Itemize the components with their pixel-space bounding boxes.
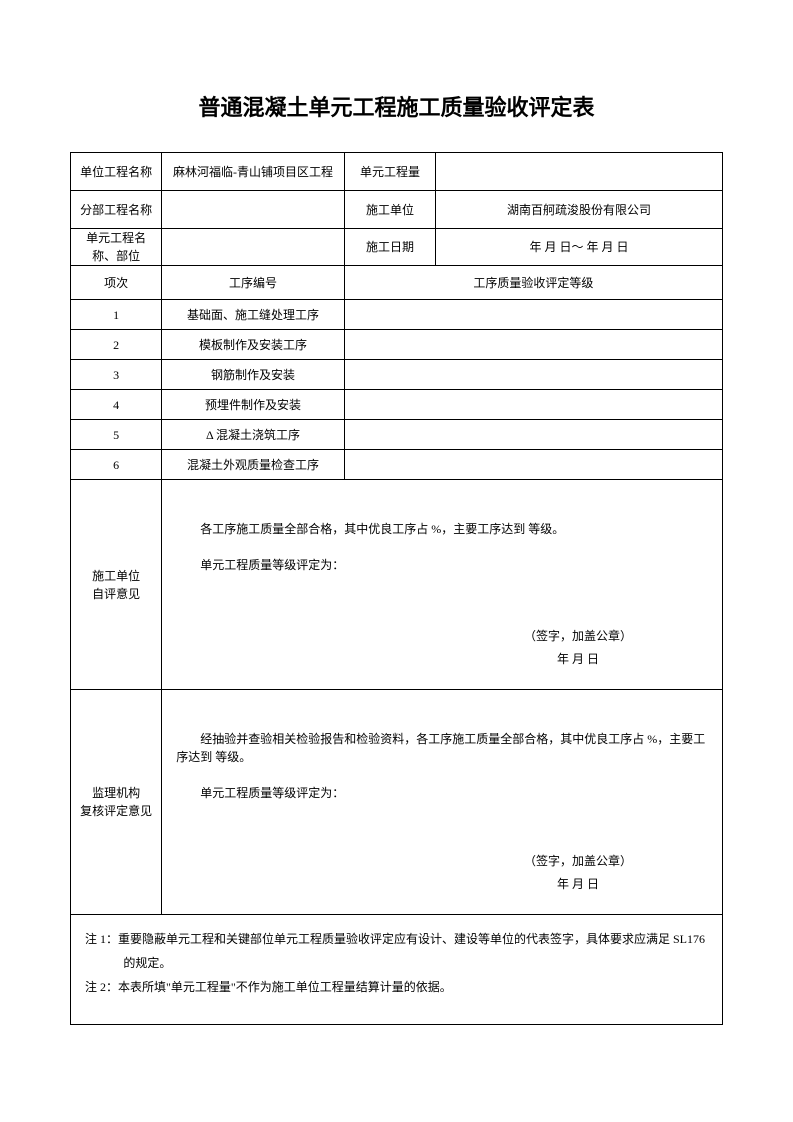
label-unit-name-pos: 单元工程名称、部位 [71,229,162,266]
value-unit-qty [436,153,723,191]
row-seq: 5 [71,420,162,450]
self-opinion-para2: 单元工程质量等级评定为： [176,556,708,574]
row-seq: 2 [71,330,162,360]
review-opinion-label: 监理机构 复核评定意见 [71,690,162,915]
row-name: 模板制作及安装工序 [162,330,345,360]
review-opinion-body: 经抽验并查验相关检验报告和检验资料，各工序施工质量全部合格，其中优良工序占 %，… [162,690,723,915]
review-opinion-sig-text: （签字，加盖公章） [524,854,632,868]
row-name: 基础面、施工缝处理工序 [162,300,345,330]
label-unit-project-name: 单位工程名称 [71,153,162,191]
value-construction-date: 年 月 日～ 年 月 日 [436,229,723,266]
value-unit-project-name: 麻林河福临-青山铺项目区工程 [162,153,345,191]
review-opinion-date: 年 月 日 [557,877,599,891]
note-1: 注 1：重要隐蔽单元工程和关键部位单元工程质量验收评定应有设计、建设等单位的代表… [85,927,708,975]
page-title: 普通混凝土单元工程施工质量验收评定表 [70,90,723,122]
note-2: 注 2：本表所填"单元工程量"不作为施工单位工程量结算计量的依据。 [85,975,708,999]
row-grade [344,360,722,390]
review-opinion-para2: 单元工程质量等级评定为： [176,784,708,802]
col-proc-grade: 工序质量验收评定等级 [344,266,722,300]
review-opinion-para1: 经抽验并查验相关检验报告和检验资料，各工序施工质量全部合格，其中优良工序占 %，… [176,730,708,766]
row-name: 混凝土外观质量检查工序 [162,450,345,480]
self-opinion-date: 年 月 日 [557,652,599,666]
row-name: 预埋件制作及安装 [162,390,345,420]
review-opinion-label-line1: 监理机构 [92,786,140,800]
self-opinion-para1: 各工序施工质量全部合格，其中优良工序占 %，主要工序达到 等级。 [176,520,708,538]
label-construction-unit: 施工单位 [344,191,435,229]
row-seq: 1 [71,300,162,330]
self-opinion-body: 各工序施工质量全部合格，其中优良工序占 %，主要工序达到 等级。 单元工程质量等… [162,480,723,690]
row-grade [344,450,722,480]
self-opinion-label-line2: 自评意见 [92,587,140,601]
value-sub-project-name [162,191,345,229]
form-table: 单位工程名称 麻林河福临-青山铺项目区工程 单元工程量 分部工程名称 施工单位 … [70,152,723,1025]
row-grade [344,330,722,360]
label-sub-project-name: 分部工程名称 [71,191,162,229]
self-opinion-label: 施工单位 自评意见 [71,480,162,690]
value-construction-unit: 湖南百舸疏浚股份有限公司 [436,191,723,229]
review-opinion-sig: （签字，加盖公章） 年 月 日 [524,850,632,896]
self-opinion-label-line1: 施工单位 [92,569,140,583]
col-proc-no: 工序编号 [162,266,345,300]
row-seq: 3 [71,360,162,390]
row-seq: 6 [71,450,162,480]
row-name: Δ 混凝土浇筑工序 [162,420,345,450]
row-grade [344,420,722,450]
review-opinion-label-line2: 复核评定意见 [80,804,152,818]
label-construction-date: 施工日期 [344,229,435,266]
row-grade [344,300,722,330]
label-unit-qty: 单元工程量 [344,153,435,191]
self-opinion-sig: （签字，加盖公章） 年 月 日 [524,625,632,671]
value-unit-name-pos [162,229,345,266]
col-seq: 项次 [71,266,162,300]
row-name: 钢筋制作及安装 [162,360,345,390]
notes-cell: 注 1：重要隐蔽单元工程和关键部位单元工程质量验收评定应有设计、建设等单位的代表… [71,915,723,1025]
self-opinion-sig-text: （签字，加盖公章） [524,629,632,643]
row-grade [344,390,722,420]
row-seq: 4 [71,390,162,420]
